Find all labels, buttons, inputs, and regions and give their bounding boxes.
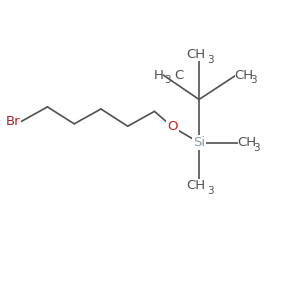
Text: 3: 3 — [164, 75, 171, 85]
Text: CH: CH — [186, 48, 205, 62]
Text: Br: Br — [6, 115, 21, 128]
Text: O: O — [167, 120, 178, 133]
Text: Si: Si — [193, 136, 205, 149]
Text: 3: 3 — [207, 186, 214, 196]
Text: 3: 3 — [207, 55, 214, 65]
Text: CH: CH — [186, 179, 205, 192]
Text: CH: CH — [235, 69, 254, 82]
Text: CH: CH — [238, 136, 257, 149]
Text: 3: 3 — [250, 75, 257, 85]
Text: 3: 3 — [254, 142, 260, 153]
Text: H: H — [154, 69, 164, 82]
Text: C: C — [174, 69, 183, 82]
